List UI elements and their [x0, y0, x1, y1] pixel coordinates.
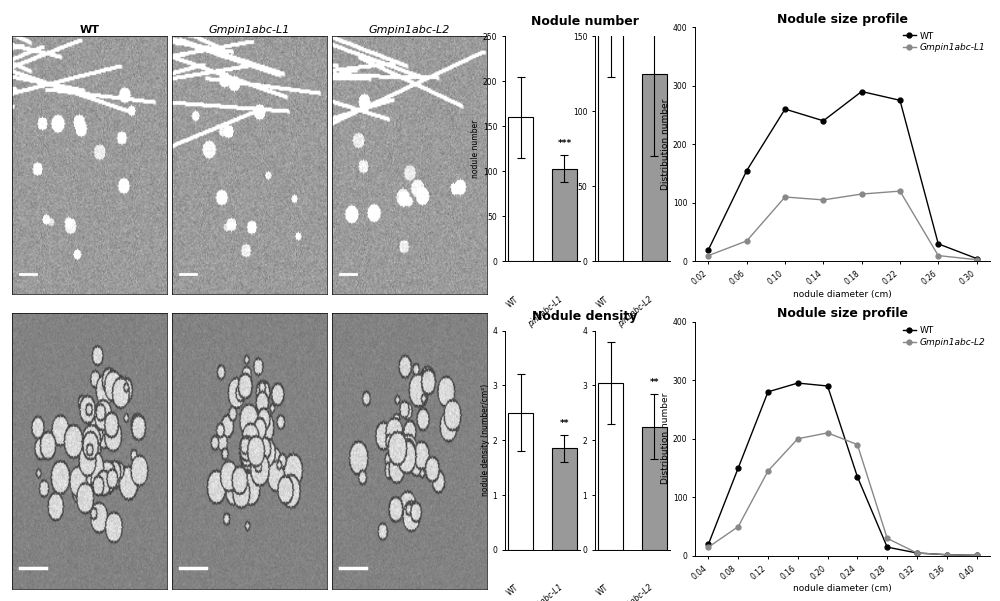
Bar [642, 74, 667, 261]
Bar [598, 0, 623, 261]
Text: Nodule density: Nodule density [532, 310, 638, 323]
Text: WT: WT [595, 295, 611, 310]
Bar [598, 383, 623, 550]
Text: WT: WT [505, 583, 521, 597]
Text: pin1abc-L2: pin1abc-L2 [616, 583, 654, 601]
Text: WT: WT [505, 295, 521, 310]
Title: Nodule size profile: Nodule size profile [777, 307, 908, 320]
Title: Gmpin1abc-L2: Gmpin1abc-L2 [369, 25, 450, 35]
Bar [642, 427, 667, 550]
Text: pin1abc-L1: pin1abc-L1 [526, 295, 564, 329]
Text: WT: WT [595, 583, 611, 597]
Bar [508, 413, 533, 550]
Text: **: ** [560, 419, 569, 428]
Text: ***: *** [557, 139, 572, 148]
Y-axis label: Distribution number: Distribution number [661, 393, 670, 484]
Y-axis label: nodule density (number/cm²): nodule density (number/cm²) [481, 384, 490, 496]
Text: pin1abc-L2: pin1abc-L2 [616, 295, 654, 329]
Text: **: ** [650, 378, 659, 387]
X-axis label: nodule diameter (cm): nodule diameter (cm) [793, 584, 892, 593]
Y-axis label: Distribution number: Distribution number [661, 99, 670, 190]
Legend: WT, Gmpin1abc-L1: WT, Gmpin1abc-L1 [903, 32, 985, 52]
Bar [552, 169, 577, 261]
Y-axis label: nodule number: nodule number [471, 120, 480, 178]
Title: Gmpin1abc-L1: Gmpin1abc-L1 [209, 25, 290, 35]
Bar [552, 448, 577, 550]
Text: Nodule number: Nodule number [531, 15, 639, 28]
X-axis label: nodule diameter (cm): nodule diameter (cm) [793, 290, 892, 299]
Legend: WT, Gmpin1abc-L2: WT, Gmpin1abc-L2 [903, 326, 985, 347]
Title: Nodule size profile: Nodule size profile [777, 13, 908, 26]
Title: WT: WT [80, 25, 100, 35]
Text: pin1abc-L1: pin1abc-L1 [526, 583, 564, 601]
Bar [508, 117, 533, 261]
